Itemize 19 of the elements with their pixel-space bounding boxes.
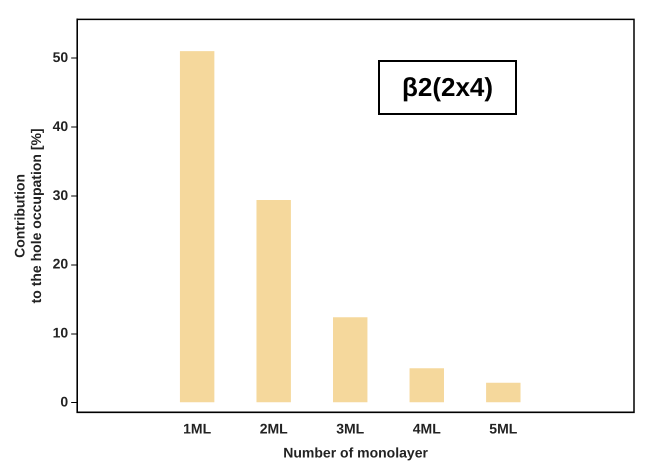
y-tick-label: 10 [52,324,68,341]
annotation: β2(2x4) [378,60,518,115]
x-tick-label: 4ML [412,420,442,437]
y-tick-label: 40 [52,118,68,134]
x-tick-label: 5ML [489,420,518,437]
bar [410,368,444,402]
y-tick-label: 20 [52,256,68,272]
y-tick-label: 0 [60,394,68,410]
x-tick-label: 3ML [336,420,365,437]
x-tick-label: 2ML [260,420,288,437]
bar [333,317,368,402]
bar [486,382,521,402]
x-axis-title: Number of monolayer [283,444,428,460]
bar [256,200,291,402]
y-axis-title: Contribution to the hole occupation [%] [11,128,44,304]
y-tick-label: 50 [52,48,68,65]
bar [180,51,214,402]
y-tick-label: 30 [52,186,68,203]
x-tick-label: 1ML [183,420,212,437]
